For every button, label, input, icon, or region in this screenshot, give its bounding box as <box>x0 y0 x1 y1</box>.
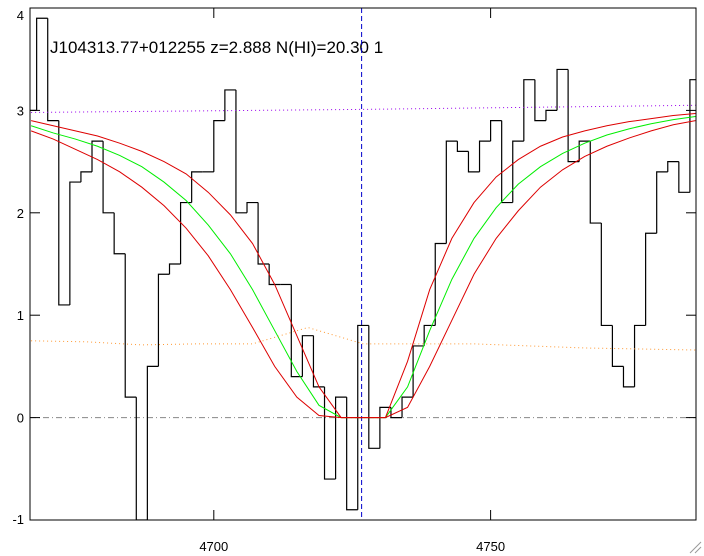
flux-step <box>467 151 480 173</box>
flux-step <box>357 324 369 510</box>
flux-step <box>47 18 59 122</box>
flux-step <box>224 89 236 121</box>
flux-step <box>379 406 391 449</box>
flux-step <box>545 109 558 121</box>
resize-grip <box>689 541 702 554</box>
flux-step <box>268 264 281 286</box>
flux-step <box>290 284 303 378</box>
flux-step <box>157 273 170 367</box>
flux-step <box>36 17 48 111</box>
flux-step <box>434 242 447 326</box>
axes-frame <box>29 7 697 521</box>
flux-step <box>556 68 569 111</box>
flux-step <box>611 325 624 367</box>
y-tick-label: -1 <box>12 512 24 527</box>
flux-step <box>124 253 137 398</box>
flux-step <box>58 120 70 306</box>
flux-step <box>246 201 259 213</box>
flux-step <box>213 120 225 172</box>
flux-step <box>168 263 181 275</box>
flux-step <box>346 397 358 511</box>
model-line <box>31 104 696 113</box>
flux-step <box>191 171 203 203</box>
flux-step <box>113 212 126 255</box>
y-tick-label: 2 <box>17 206 24 221</box>
flux-step <box>135 397 148 520</box>
flux-step <box>257 202 270 265</box>
flux-step <box>146 365 159 520</box>
y-tick-label: 1 <box>17 308 24 323</box>
model-line <box>30 112 696 419</box>
flux-step <box>501 120 513 204</box>
flux-step <box>578 140 591 162</box>
y-tick-label: 3 <box>17 103 24 118</box>
flux-step <box>589 141 602 224</box>
flux-step <box>445 140 458 244</box>
flux-step <box>69 181 81 305</box>
flux-step <box>689 79 696 193</box>
model-line <box>30 116 696 419</box>
flux-step <box>512 140 524 203</box>
flux-step <box>401 396 414 418</box>
flux-step <box>490 120 502 142</box>
flux-step <box>412 345 425 398</box>
flux-step <box>667 161 679 172</box>
flux-step <box>235 89 248 214</box>
flux-step <box>91 140 104 172</box>
flux-step <box>600 223 613 327</box>
flux-step <box>656 171 668 234</box>
y-tick-label: 0 <box>17 411 24 426</box>
flux-step <box>478 140 491 172</box>
y-tick-label: 4 <box>17 8 24 23</box>
flux-step <box>423 324 436 346</box>
flux-step <box>334 396 347 480</box>
flux-step <box>534 79 546 122</box>
flux-step <box>312 335 325 388</box>
flux-step <box>301 335 314 377</box>
model-line <box>30 120 696 419</box>
flux-step <box>678 161 690 193</box>
x-tick-label: 4700 <box>199 539 228 554</box>
flux-step <box>80 171 93 183</box>
x-tick-label: 4750 <box>476 539 505 554</box>
plot-area <box>30 8 696 520</box>
flux-step <box>523 79 535 142</box>
chart-title: J104313.77+012255 z=2.888 N(HI)=20.30 1 <box>50 38 383 57</box>
flux-step <box>323 386 336 480</box>
flux-step <box>622 366 635 388</box>
flux-step <box>645 232 657 326</box>
flux-step <box>102 141 115 214</box>
flux-step <box>456 141 469 152</box>
flux-step <box>633 324 646 387</box>
flux-step <box>368 325 380 449</box>
model-line <box>31 326 696 351</box>
